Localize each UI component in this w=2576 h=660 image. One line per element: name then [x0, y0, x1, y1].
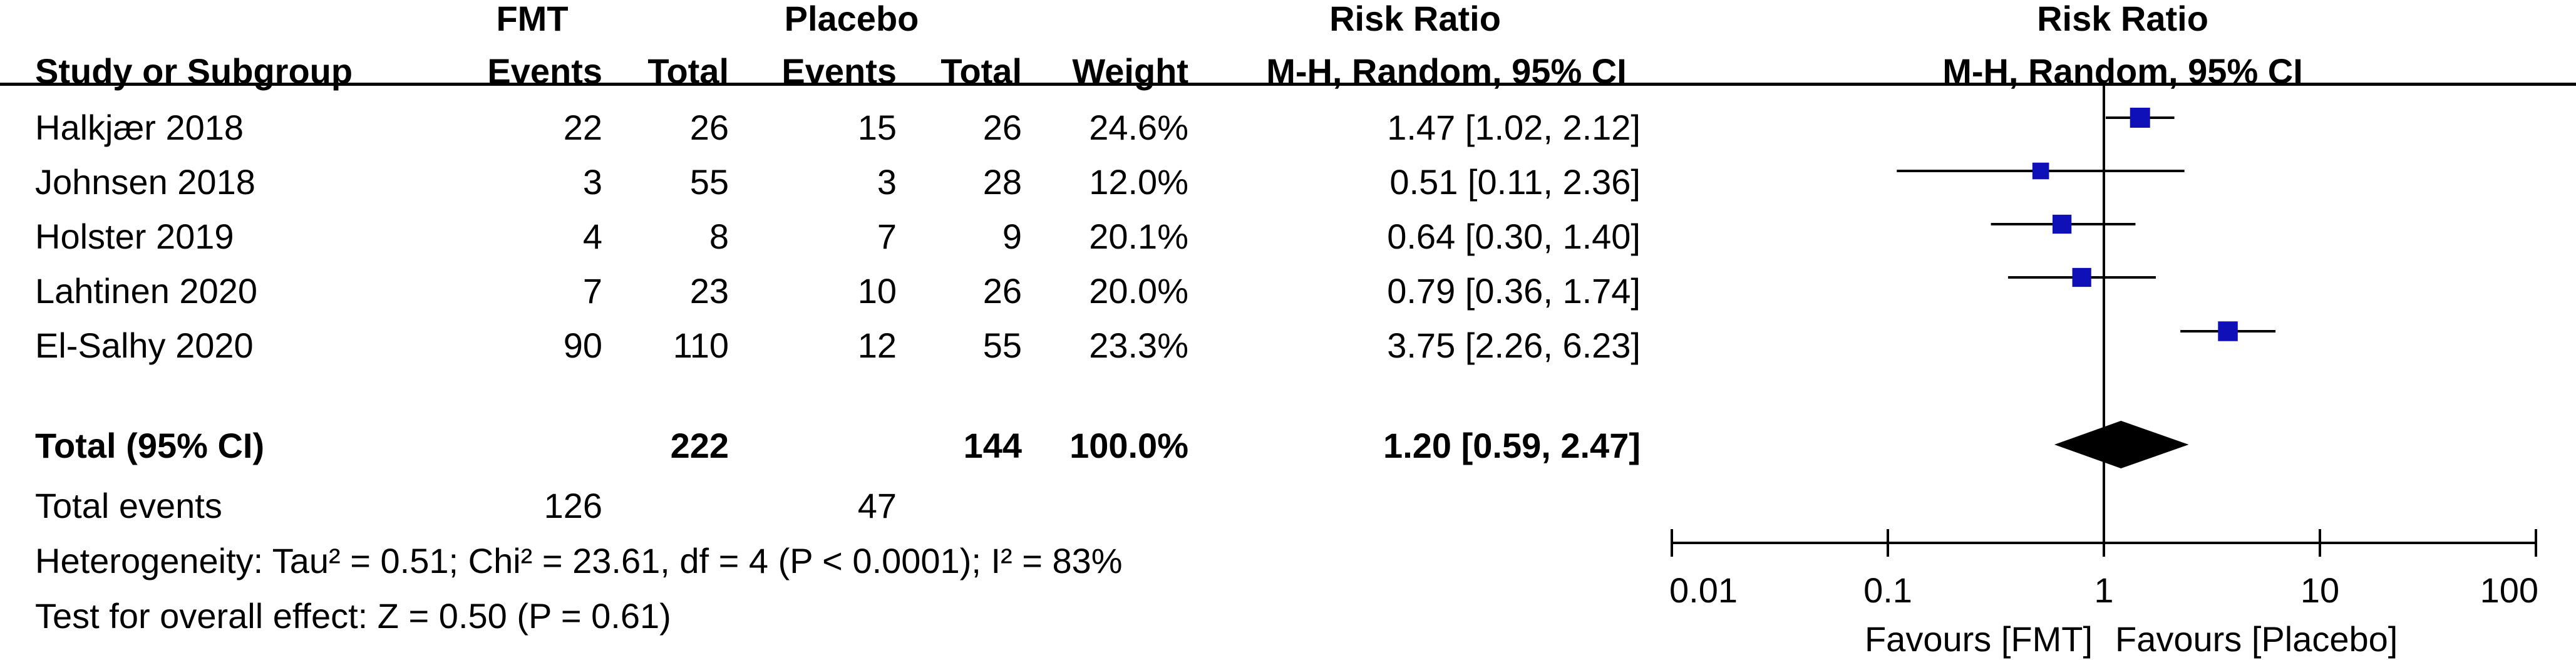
study-name: El-Salhy 2020: [35, 326, 254, 365]
placebo-events: 12: [857, 326, 897, 365]
placebo-total: 9: [1002, 217, 1022, 256]
fmt-events: 7: [582, 271, 602, 311]
study-name: Halkjær 2018: [35, 108, 244, 147]
weight-value: 20.0%: [1089, 271, 1188, 311]
favours-right-label: Favours [Placebo]: [2115, 619, 2398, 659]
favours-left-label: Favours [FMT]: [1865, 619, 2093, 659]
fmt-events: 4: [582, 217, 602, 256]
total-risk-ratio-ci: 1.20 [0.59, 2.47]: [1383, 426, 1641, 465]
events-fmt: 126: [544, 486, 602, 525]
placebo-total: 28: [982, 162, 1022, 202]
x-tick-label: 0.1: [1863, 570, 1912, 610]
x-tick-label: 1: [2094, 570, 2113, 610]
weight-value: 24.6%: [1089, 108, 1188, 147]
header-rule: [0, 83, 2576, 86]
x-tick-label: 100: [2480, 570, 2538, 610]
study-name: Lahtinen 2020: [35, 271, 258, 311]
placebo-total: 26: [982, 271, 1022, 311]
placebo-events: 10: [857, 271, 897, 311]
x-tick-label: 10: [2300, 570, 2339, 610]
header-group1: FMT: [496, 0, 569, 38]
fmt-events: 90: [563, 326, 602, 365]
study-marker: [2052, 214, 2072, 234]
placebo-total: 26: [982, 108, 1022, 147]
events-label: Total events: [35, 486, 222, 525]
header-risk-ratio: Risk Ratio: [1329, 0, 1501, 38]
risk-ratio-ci: 1.47 [1.02, 2.12]: [1387, 108, 1641, 147]
total-label: Total (95% CI): [35, 426, 265, 465]
events-placebo: 47: [857, 486, 897, 525]
fmt-total: 110: [672, 326, 729, 365]
study-marker: [2032, 162, 2049, 180]
weight-value: 20.1%: [1089, 217, 1188, 256]
weight-value: 23.3%: [1089, 326, 1188, 365]
total-weight: 100.0%: [1069, 426, 1188, 465]
fmt-total: 8: [709, 217, 729, 256]
total-placebo-total: 144: [963, 426, 1022, 465]
weight-value: 12.0%: [1089, 162, 1188, 202]
heterogeneity-text: Heterogeneity: Tau² = 0.51; Chi² = 23.61…: [35, 541, 1123, 580]
study-marker: [2130, 108, 2150, 128]
study-name: Holster 2019: [35, 217, 234, 256]
placebo-events: 7: [877, 217, 897, 256]
placebo-events: 15: [857, 108, 897, 147]
study-marker: [2072, 267, 2091, 287]
fmt-total: 55: [689, 162, 729, 202]
placebo-total: 55: [982, 326, 1022, 365]
fmt-total: 26: [689, 108, 729, 147]
pooled-diamond: [2054, 421, 2189, 468]
fmt-events: 22: [563, 108, 602, 147]
overall-effect-text: Test for overall effect: Z = 0.50 (P = 0…: [35, 596, 671, 636]
risk-ratio-ci: 0.79 [0.36, 1.74]: [1387, 271, 1641, 311]
risk-ratio-ci: 3.75 [2.26, 6.23]: [1387, 326, 1641, 365]
fmt-total: 23: [689, 271, 729, 311]
placebo-events: 3: [877, 162, 897, 202]
study-marker: [2218, 321, 2238, 341]
study-name: Johnsen 2018: [35, 162, 255, 202]
x-tick-label: 0.01: [1669, 570, 1738, 610]
risk-ratio-ci: 0.64 [0.30, 1.40]: [1387, 217, 1641, 256]
total-fmt-total: 222: [670, 426, 729, 465]
header-group2: Placebo: [784, 0, 919, 38]
risk-ratio-ci: 0.51 [0.11, 2.36]: [1389, 162, 1641, 202]
header-plot-title: Risk Ratio: [2037, 0, 2208, 38]
fmt-events: 3: [582, 162, 602, 202]
